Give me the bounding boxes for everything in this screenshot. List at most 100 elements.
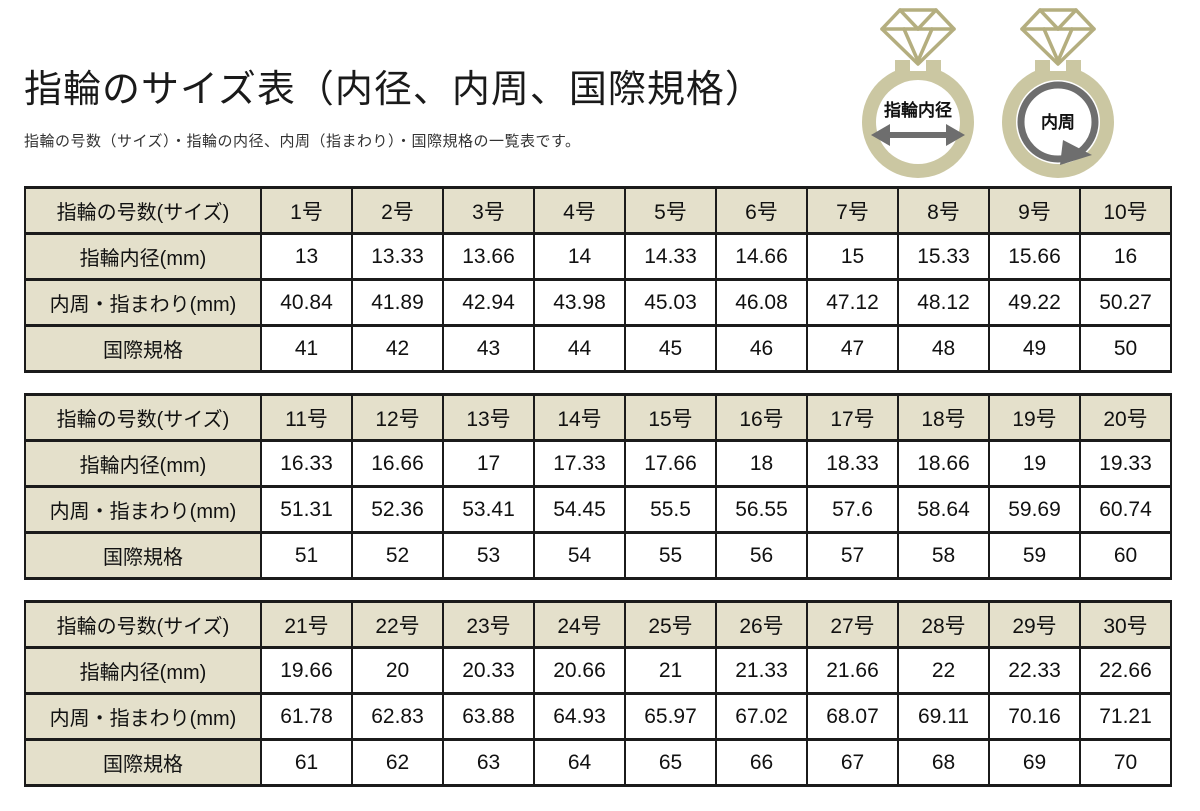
value-cell: 14 bbox=[533, 232, 626, 281]
value-cell: 48 bbox=[897, 324, 990, 373]
value-cell: 51.31 bbox=[260, 485, 353, 534]
table-row: 指輪内径(mm) 13 13.33 13.66 14 14.33 14.66 15 15.33 1… bbox=[24, 232, 1172, 281]
size-header-cell: 26号 bbox=[715, 600, 808, 649]
table-row: 国際規格 41 42 43 44 45 46 47 48 49 50 bbox=[24, 324, 1172, 373]
row-label-cell: 国際規格 bbox=[24, 324, 262, 373]
table-row: 内周・指まわり(mm) 40.84 41.89 42.94 43.98 45.03 46.0… bbox=[24, 278, 1172, 327]
ring-size-table-11-20: 指輪の号数(サイズ) 11号 12号 13号 14号 15号 16号 17号 18号 19号 20号… bbox=[24, 393, 1172, 580]
value-cell: 15.66 bbox=[988, 232, 1081, 281]
size-header-row: 指輪の号数(サイズ) 11号 12号 13号 14号 15号 16号 17号 18号 19号 20号 bbox=[24, 393, 1172, 442]
value-cell: 50 bbox=[1079, 324, 1172, 373]
value-cell: 65 bbox=[624, 738, 717, 787]
value-cell: 20 bbox=[351, 646, 444, 695]
value-cell: 20.33 bbox=[442, 646, 535, 695]
value-cell: 66 bbox=[715, 738, 808, 787]
value-cell: 64.93 bbox=[533, 692, 626, 741]
size-header-cell: 18号 bbox=[897, 393, 990, 442]
value-cell: 22.66 bbox=[1079, 646, 1172, 695]
row-label-cell: 内周・指まわり(mm) bbox=[24, 485, 262, 534]
page-subtitle: 指輪の号数（サイズ）・指輪の内径、内周（指まわり）・国際規格の一覧表です。 bbox=[24, 133, 581, 150]
page-title: 指輪のサイズ表（内径、内周、国際規格） bbox=[24, 69, 764, 111]
size-header-cell: 10号 bbox=[1079, 186, 1172, 235]
size-header-cell: 21号 bbox=[260, 600, 353, 649]
value-cell: 13.66 bbox=[442, 232, 535, 281]
value-cell: 16.66 bbox=[351, 439, 444, 488]
table-corner-label: 指輪の号数(サイズ) bbox=[24, 393, 262, 442]
value-cell: 44 bbox=[533, 324, 626, 373]
value-cell: 42.94 bbox=[442, 278, 535, 327]
value-cell: 52.36 bbox=[351, 485, 444, 534]
size-header-cell: 24号 bbox=[533, 600, 626, 649]
size-header-cell: 5号 bbox=[624, 186, 717, 235]
value-cell: 50.27 bbox=[1079, 278, 1172, 327]
size-header-cell: 6号 bbox=[715, 186, 808, 235]
size-header-cell: 8号 bbox=[897, 186, 990, 235]
value-cell: 65.97 bbox=[624, 692, 717, 741]
inner-diameter-label: 指輪内径 bbox=[884, 100, 952, 120]
value-cell: 49.22 bbox=[988, 278, 1081, 327]
size-header-cell: 11号 bbox=[260, 393, 353, 442]
row-label-cell: 内周・指まわり(mm) bbox=[24, 278, 262, 327]
value-cell: 64 bbox=[533, 738, 626, 787]
value-cell: 51 bbox=[260, 531, 353, 580]
size-header-cell: 14号 bbox=[533, 393, 626, 442]
value-cell: 49 bbox=[988, 324, 1081, 373]
size-header-cell: 17号 bbox=[806, 393, 899, 442]
value-cell: 48.12 bbox=[897, 278, 990, 327]
value-cell: 17 bbox=[442, 439, 535, 488]
value-cell: 70 bbox=[1079, 738, 1172, 787]
size-header-cell: 29号 bbox=[988, 600, 1081, 649]
size-header-cell: 13号 bbox=[442, 393, 535, 442]
table-row: 国際規格 51 52 53 54 55 56 57 58 59 60 bbox=[24, 531, 1172, 580]
value-cell: 71.21 bbox=[1079, 692, 1172, 741]
table-corner-label: 指輪の号数(サイズ) bbox=[24, 600, 262, 649]
circumference-arrow-icon bbox=[1017, 81, 1099, 165]
value-cell: 67 bbox=[806, 738, 899, 787]
row-label-cell: 国際規格 bbox=[24, 531, 262, 580]
value-cell: 60 bbox=[1079, 531, 1172, 580]
value-cell: 41.89 bbox=[351, 278, 444, 327]
size-header-cell: 3号 bbox=[442, 186, 535, 235]
value-cell: 47.12 bbox=[806, 278, 899, 327]
value-cell: 45.03 bbox=[624, 278, 717, 327]
table-row: 内周・指まわり(mm) 61.78 62.83 63.88 64.93 65.97 67.0… bbox=[24, 692, 1172, 741]
value-cell: 68 bbox=[897, 738, 990, 787]
table-row: 指輪内径(mm) 19.66 20 20.33 20.66 21 21.33 21.66 22 2… bbox=[24, 646, 1172, 695]
value-cell: 14.33 bbox=[624, 232, 717, 281]
size-header-cell: 15号 bbox=[624, 393, 717, 442]
value-cell: 63 bbox=[442, 738, 535, 787]
value-cell: 56.55 bbox=[715, 485, 808, 534]
value-cell: 22.33 bbox=[988, 646, 1081, 695]
value-cell: 41 bbox=[260, 324, 353, 373]
value-cell: 15.33 bbox=[897, 232, 990, 281]
size-header-cell: 19号 bbox=[988, 393, 1081, 442]
row-label-cell: 指輪内径(mm) bbox=[24, 232, 262, 281]
value-cell: 53.41 bbox=[442, 485, 535, 534]
value-cell: 70.16 bbox=[988, 692, 1081, 741]
value-cell: 15 bbox=[806, 232, 899, 281]
value-cell: 62.83 bbox=[351, 692, 444, 741]
value-cell: 57.6 bbox=[806, 485, 899, 534]
size-header-cell: 28号 bbox=[897, 600, 990, 649]
value-cell: 43.98 bbox=[533, 278, 626, 327]
value-cell: 13.33 bbox=[351, 232, 444, 281]
value-cell: 18 bbox=[715, 439, 808, 488]
value-cell: 60.74 bbox=[1079, 485, 1172, 534]
value-cell: 14.66 bbox=[715, 232, 808, 281]
value-cell: 68.07 bbox=[806, 692, 899, 741]
table-corner-label: 指輪の号数(サイズ) bbox=[24, 186, 262, 235]
value-cell: 56 bbox=[715, 531, 808, 580]
value-cell: 16.33 bbox=[260, 439, 353, 488]
size-header-row: 指輪の号数(サイズ) 1号 2号 3号 4号 5号 6号 7号 8号 9号 10号 bbox=[24, 186, 1172, 235]
value-cell: 55.5 bbox=[624, 485, 717, 534]
row-label-cell: 内周・指まわり(mm) bbox=[24, 692, 262, 741]
value-cell: 57 bbox=[806, 531, 899, 580]
size-header-row: 指輪の号数(サイズ) 21号 22号 23号 24号 25号 26号 27号 28号 29号 30号 bbox=[24, 600, 1172, 649]
value-cell: 54 bbox=[533, 531, 626, 580]
size-header-cell: 16号 bbox=[715, 393, 808, 442]
row-label-cell: 国際規格 bbox=[24, 738, 262, 787]
value-cell: 69.11 bbox=[897, 692, 990, 741]
size-header-cell: 22号 bbox=[351, 600, 444, 649]
value-cell: 16 bbox=[1079, 232, 1172, 281]
value-cell: 13 bbox=[260, 232, 353, 281]
